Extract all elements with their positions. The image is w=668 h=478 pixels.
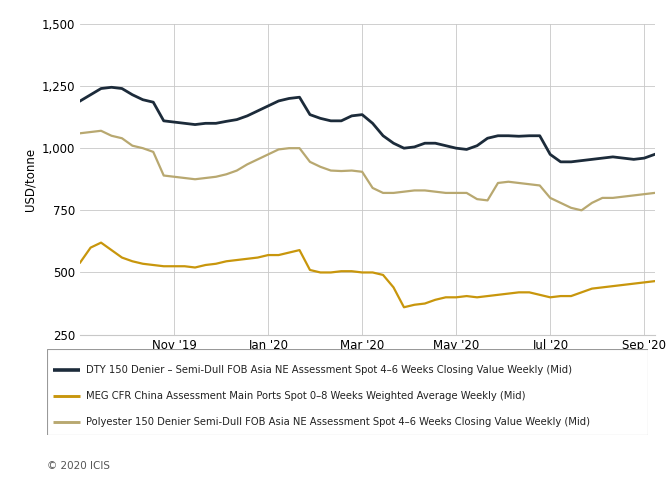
- Y-axis label: USD/tonne: USD/tonne: [23, 148, 36, 211]
- Text: DTY 150 Denier – Semi-Dull FOB Asia NE Assessment Spot 4–6 Weeks Closing Value W: DTY 150 Denier – Semi-Dull FOB Asia NE A…: [86, 366, 572, 375]
- DTY 150 Denier – Semi-Dull FOB Asia NE Assessment Spot 4–6 Weeks Closing Value Weekly (Mid): [651, 152, 659, 157]
- MEG CFR China Assessment Main Ports Spot 0–8 Weeks Weighted Average Weekly (Mid): [473, 294, 481, 300]
- Polyester 150 Denier Semi-Dull FOB Asia NE Assessment Spot 4–6 Weeks Closing Value Weekly (Mid): [442, 190, 450, 196]
- DTY 150 Denier – Semi-Dull FOB Asia NE Assessment Spot 4–6 Weeks Closing Value Weekly (Mid): [556, 159, 564, 165]
- MEG CFR China Assessment Main Ports Spot 0–8 Weeks Weighted Average Weekly (Mid): [421, 301, 429, 306]
- DTY 150 Denier – Semi-Dull FOB Asia NE Assessment Spot 4–6 Weeks Closing Value Weekly (Mid): [295, 94, 303, 100]
- DTY 150 Denier – Semi-Dull FOB Asia NE Assessment Spot 4–6 Weeks Closing Value Weekly (Mid): [410, 144, 418, 150]
- Polyester 150 Denier Semi-Dull FOB Asia NE Assessment Spot 4–6 Weeks Closing Value Weekly (Mid): [97, 128, 105, 134]
- Polyester 150 Denier Semi-Dull FOB Asia NE Assessment Spot 4–6 Weeks Closing Value Weekly (Mid): [410, 187, 418, 193]
- MEG CFR China Assessment Main Ports Spot 0–8 Weeks Weighted Average Weekly (Mid): [76, 260, 84, 265]
- MEG CFR China Assessment Main Ports Spot 0–8 Weeks Weighted Average Weekly (Mid): [400, 304, 408, 310]
- Polyester 150 Denier Semi-Dull FOB Asia NE Assessment Spot 4–6 Weeks Closing Value Weekly (Mid): [87, 129, 95, 135]
- Line: MEG CFR China Assessment Main Ports Spot 0–8 Weeks Weighted Average Weekly (Mid): MEG CFR China Assessment Main Ports Spot…: [80, 243, 655, 307]
- Line: Polyester 150 Denier Semi-Dull FOB Asia NE Assessment Spot 4–6 Weeks Closing Value Weekly (Mid): Polyester 150 Denier Semi-Dull FOB Asia …: [80, 131, 655, 210]
- MEG CFR China Assessment Main Ports Spot 0–8 Weeks Weighted Average Weekly (Mid): [97, 240, 105, 246]
- DTY 150 Denier – Semi-Dull FOB Asia NE Assessment Spot 4–6 Weeks Closing Value Weekly (Mid): [442, 143, 450, 149]
- Line: DTY 150 Denier – Semi-Dull FOB Asia NE Assessment Spot 4–6 Weeks Closing Value Weekly (Mid): DTY 150 Denier – Semi-Dull FOB Asia NE A…: [80, 87, 655, 162]
- MEG CFR China Assessment Main Ports Spot 0–8 Weeks Weighted Average Weekly (Mid): [87, 245, 95, 250]
- MEG CFR China Assessment Main Ports Spot 0–8 Weeks Weighted Average Weekly (Mid): [295, 247, 303, 253]
- MEG CFR China Assessment Main Ports Spot 0–8 Weeks Weighted Average Weekly (Mid): [536, 292, 544, 298]
- Polyester 150 Denier Semi-Dull FOB Asia NE Assessment Spot 4–6 Weeks Closing Value Weekly (Mid): [295, 145, 303, 151]
- Text: © 2020 ICIS: © 2020 ICIS: [47, 461, 110, 471]
- Text: MEG CFR China Assessment Main Ports Spot 0–8 Weeks Weighted Average Weekly (Mid): MEG CFR China Assessment Main Ports Spot…: [86, 391, 525, 401]
- DTY 150 Denier – Semi-Dull FOB Asia NE Assessment Spot 4–6 Weeks Closing Value Weekly (Mid): [525, 133, 533, 139]
- DTY 150 Denier – Semi-Dull FOB Asia NE Assessment Spot 4–6 Weeks Closing Value Weekly (Mid): [87, 92, 95, 98]
- DTY 150 Denier – Semi-Dull FOB Asia NE Assessment Spot 4–6 Weeks Closing Value Weekly (Mid): [108, 85, 116, 90]
- DTY 150 Denier – Semi-Dull FOB Asia NE Assessment Spot 4–6 Weeks Closing Value Weekly (Mid): [463, 147, 471, 152]
- Polyester 150 Denier Semi-Dull FOB Asia NE Assessment Spot 4–6 Weeks Closing Value Weekly (Mid): [76, 130, 84, 136]
- FancyBboxPatch shape: [47, 349, 648, 435]
- Polyester 150 Denier Semi-Dull FOB Asia NE Assessment Spot 4–6 Weeks Closing Value Weekly (Mid): [578, 207, 586, 213]
- DTY 150 Denier – Semi-Dull FOB Asia NE Assessment Spot 4–6 Weeks Closing Value Weekly (Mid): [76, 98, 84, 104]
- MEG CFR China Assessment Main Ports Spot 0–8 Weeks Weighted Average Weekly (Mid): [452, 294, 460, 300]
- MEG CFR China Assessment Main Ports Spot 0–8 Weeks Weighted Average Weekly (Mid): [651, 278, 659, 284]
- Polyester 150 Denier Semi-Dull FOB Asia NE Assessment Spot 4–6 Weeks Closing Value Weekly (Mid): [463, 190, 471, 196]
- Text: Polyester 150 Denier Semi-Dull FOB Asia NE Assessment Spot 4–6 Weeks Closing Val: Polyester 150 Denier Semi-Dull FOB Asia …: [86, 417, 590, 427]
- Polyester 150 Denier Semi-Dull FOB Asia NE Assessment Spot 4–6 Weeks Closing Value Weekly (Mid): [651, 190, 659, 196]
- Polyester 150 Denier Semi-Dull FOB Asia NE Assessment Spot 4–6 Weeks Closing Value Weekly (Mid): [525, 181, 533, 187]
